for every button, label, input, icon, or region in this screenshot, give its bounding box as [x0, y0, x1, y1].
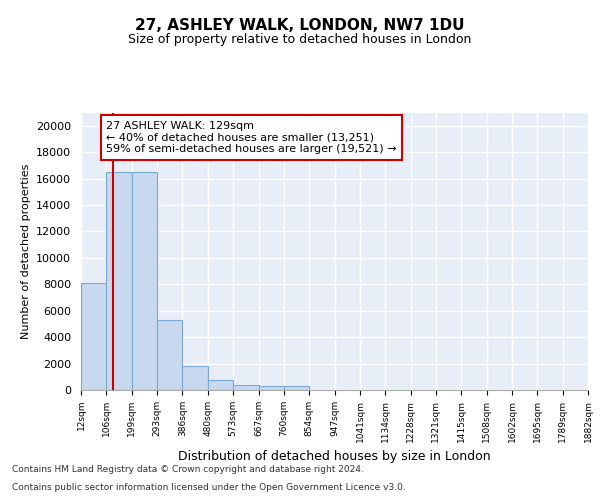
- Text: Contains public sector information licensed under the Open Government Licence v3: Contains public sector information licen…: [12, 483, 406, 492]
- Text: Size of property relative to detached houses in London: Size of property relative to detached ho…: [128, 32, 472, 46]
- Bar: [81, 283, 106, 390]
- Text: 27, ASHLEY WALK, LONDON, NW7 1DU: 27, ASHLEY WALK, LONDON, NW7 1DU: [135, 18, 465, 32]
- Bar: [208, 380, 233, 390]
- Bar: [284, 386, 309, 390]
- Y-axis label: Number of detached properties: Number of detached properties: [20, 164, 31, 339]
- Text: Contains HM Land Registry data © Crown copyright and database right 2024.: Contains HM Land Registry data © Crown c…: [12, 466, 364, 474]
- Bar: [106, 172, 132, 390]
- Bar: [157, 320, 182, 390]
- Text: 27 ASHLEY WALK: 129sqm
← 40% of detached houses are smaller (13,251)
59% of semi: 27 ASHLEY WALK: 129sqm ← 40% of detached…: [106, 121, 397, 154]
- Bar: [182, 366, 208, 390]
- Bar: [233, 384, 259, 390]
- X-axis label: Distribution of detached houses by size in London: Distribution of detached houses by size …: [178, 450, 491, 463]
- Bar: [132, 172, 157, 390]
- Bar: [259, 386, 284, 390]
